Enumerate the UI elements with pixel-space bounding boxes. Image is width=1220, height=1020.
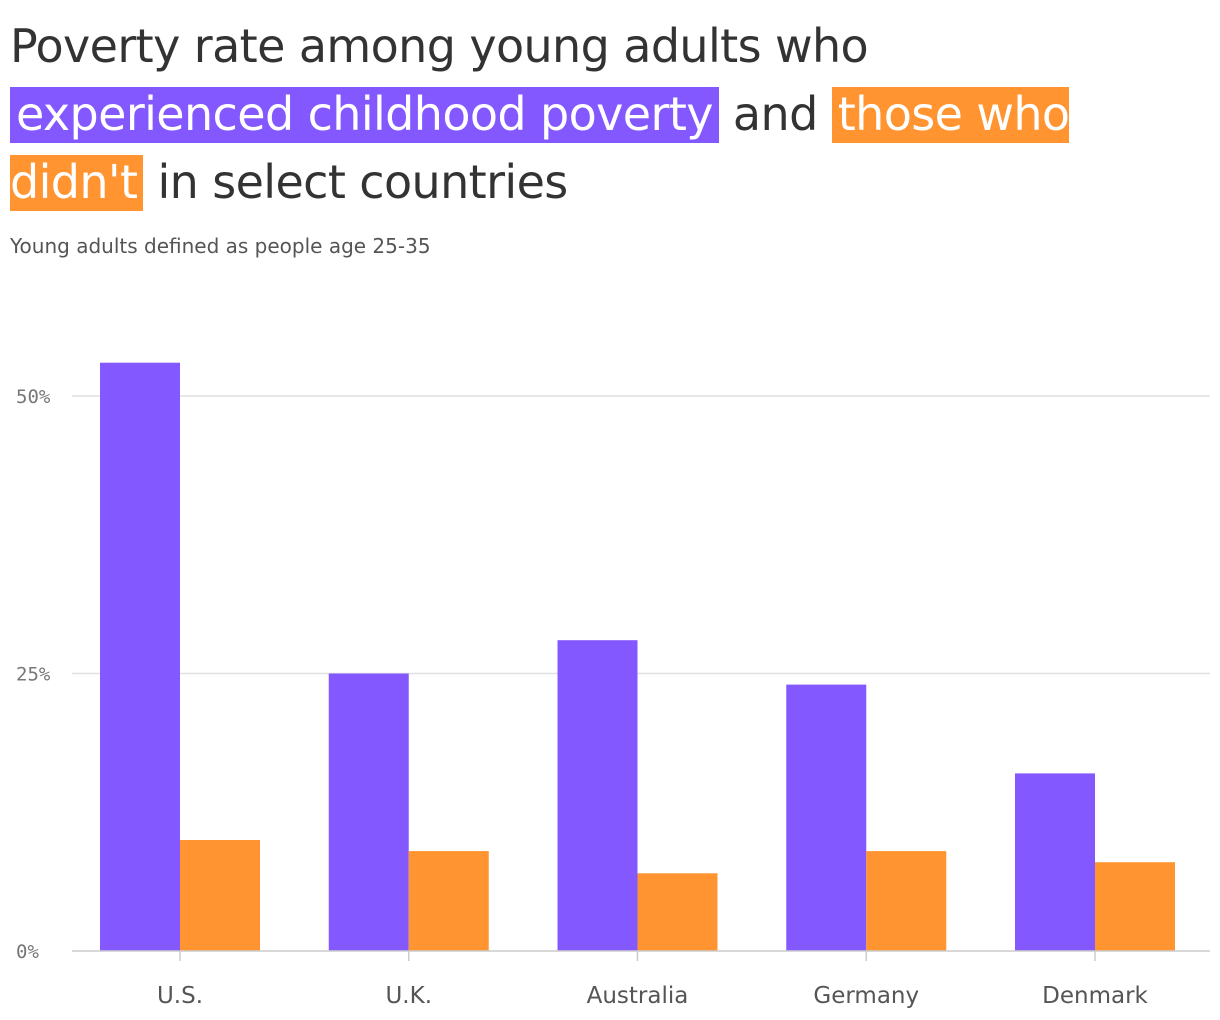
bar-did_not bbox=[180, 840, 260, 951]
bar-did_not bbox=[408, 851, 489, 951]
y-tick-label: 50% bbox=[16, 386, 51, 408]
bar-did_not bbox=[866, 851, 947, 951]
title-highlight-experienced: experienced childhood poverty bbox=[10, 87, 719, 143]
bar-experienced bbox=[328, 673, 409, 951]
title-part-3: in select countries bbox=[157, 155, 568, 209]
y-tick-label: 25% bbox=[16, 664, 51, 686]
x-category-label: Germany bbox=[813, 983, 919, 1009]
bar-did_not bbox=[637, 873, 718, 951]
chart-subtitle: Young adults defined as people age 25-35 bbox=[10, 234, 431, 258]
title-part-2: and bbox=[732, 87, 818, 141]
chart-title: Poverty rate among young adults who exper… bbox=[10, 12, 1210, 216]
bar-experienced bbox=[557, 640, 638, 951]
x-category-label: Australia bbox=[587, 983, 689, 1009]
title-part-1: Poverty rate among young adults who bbox=[10, 19, 869, 73]
bar-did_not bbox=[1095, 862, 1175, 951]
x-category-label: U.S. bbox=[157, 983, 203, 1009]
bar-experienced bbox=[786, 684, 867, 951]
bar-experienced bbox=[1015, 773, 1095, 951]
x-category-label: Denmark bbox=[1042, 983, 1148, 1009]
y-tick-label: 0% bbox=[16, 941, 39, 963]
bar-experienced bbox=[100, 362, 180, 951]
x-category-label: U.K. bbox=[385, 983, 432, 1009]
